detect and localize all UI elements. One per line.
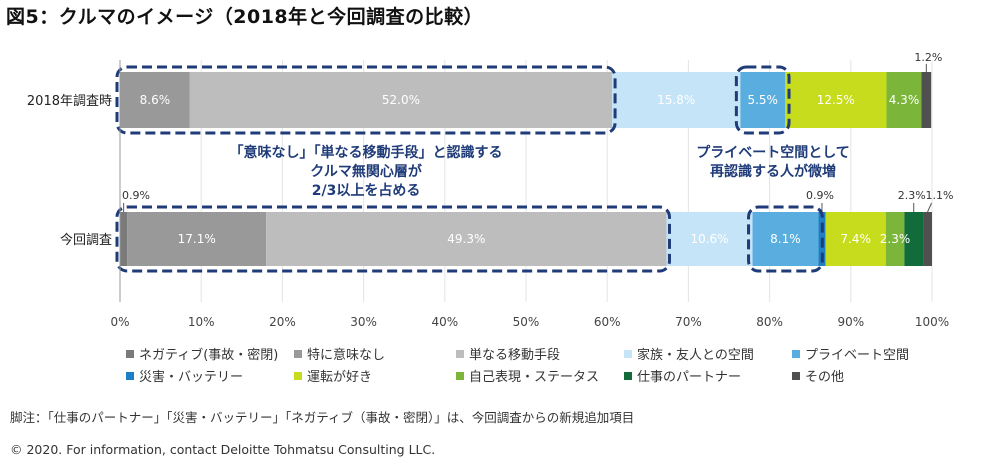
data-label: 2.3% <box>898 189 926 202</box>
highlight-box <box>734 65 791 135</box>
bar-segment <box>825 212 886 266</box>
copyright: © 2020. For information, contact Deloitt… <box>10 442 436 457</box>
legend-label: 自己表現・ステータス <box>469 370 600 385</box>
legend-swatch <box>456 350 464 358</box>
bar-segment <box>120 72 190 128</box>
annotation-text: 「意味なし」「単なる移動手段」と認識する <box>230 144 503 161</box>
legend-item: その他 <box>792 366 844 385</box>
legend-label: 特に意味なし <box>307 348 386 363</box>
x-tick-label: 0% <box>110 315 129 329</box>
x-tick-label: 60% <box>594 315 621 329</box>
legend-item: 単なる移動手段 <box>456 344 560 363</box>
legend-swatch <box>126 350 134 358</box>
legend-label: 運転が好き <box>307 370 373 385</box>
legend-label: プライベート空間 <box>805 348 910 363</box>
bar-segment <box>904 212 924 266</box>
highlight-box <box>115 205 671 273</box>
x-tick-label: 90% <box>837 315 864 329</box>
data-label: 0.9% <box>122 189 150 202</box>
legend-swatch <box>456 372 464 380</box>
data-label: 15.8% <box>657 93 695 107</box>
bar-segment <box>921 72 932 128</box>
legend-label: 災害・バッテリー <box>139 370 244 385</box>
data-label: 52.0% <box>382 93 420 107</box>
legend-label: ネガティブ(事故・密閉) <box>139 348 279 363</box>
x-tick-label: 10% <box>188 315 215 329</box>
bar-segment <box>266 212 667 266</box>
x-tick-label: 50% <box>513 315 540 329</box>
legend-item: 運転が好き <box>294 366 372 385</box>
data-label: 10.6% <box>690 232 728 246</box>
legend-label: その他 <box>805 370 845 385</box>
highlight-box <box>747 205 824 273</box>
data-label: 2.3% <box>880 232 911 246</box>
bar-segment <box>785 72 887 128</box>
annotation-text: クルマ無関心層が <box>310 163 423 180</box>
bar-segment <box>120 212 128 266</box>
footnote: 脚注：「仕事のパートナー」「災害・バッテリー」「ネガティブ（事故・密閉）」は、今… <box>10 410 635 425</box>
legend-item: ネガティブ(事故・密閉) <box>126 344 278 363</box>
bar-segment <box>127 212 267 266</box>
data-label: 1.2% <box>914 51 942 64</box>
stacked-bar-chart: 8.6% 52.0% 15.8% 5.5% 12.5% 4.3% 17.1% 49.3% 10.… <box>27 51 954 329</box>
legend-label: 家族・友人との空間 <box>637 348 754 363</box>
bar-segment <box>740 72 786 128</box>
legend-item: 仕事のパートナー <box>624 366 741 385</box>
data-label: 0.9% <box>806 189 834 202</box>
data-label: 12.5% <box>817 93 855 107</box>
annotation-text: 2/3以上を占める <box>312 182 421 199</box>
bar-segment <box>885 212 905 266</box>
bar-segment <box>666 212 753 266</box>
bar-segment <box>923 212 932 266</box>
x-tick-label: 30% <box>350 315 377 329</box>
annotation-text: 再認識する人が微増 <box>710 163 836 180</box>
x-tick-label: 20% <box>269 315 296 329</box>
legend-swatch <box>294 350 302 358</box>
bar-segment <box>612 72 741 128</box>
legend-swatch <box>126 372 134 380</box>
legend-swatch <box>624 350 632 358</box>
data-label: 17.1% <box>178 232 216 246</box>
legend-label: 仕事のパートナー <box>637 370 742 385</box>
data-label: 7.4% <box>840 232 871 246</box>
legend-swatch <box>792 372 800 380</box>
legend-swatch <box>792 350 800 358</box>
data-label: 8.1% <box>770 232 801 246</box>
chart-title: 図5：クルマのイメージ（2018年と今回調査の比較） <box>6 6 484 28</box>
x-tick-label: 80% <box>756 315 783 329</box>
data-label: 49.3% <box>447 232 485 246</box>
annotation-text: プライベート空間として <box>696 144 850 161</box>
bar-segment <box>189 72 613 128</box>
data-label: 8.6% <box>140 93 171 107</box>
data-label: 5.5% <box>747 93 778 107</box>
legend-item: 災害・バッテリー <box>126 366 243 385</box>
legend-swatch <box>624 372 632 380</box>
x-tick-label: 70% <box>675 315 702 329</box>
legend-item: プライベート空間 <box>792 344 909 363</box>
x-tick-label: 40% <box>431 315 458 329</box>
highlight-box <box>115 65 617 135</box>
data-label: 4.3% <box>889 93 920 107</box>
bar-segment <box>752 212 819 266</box>
legend-item: 自己表現・ステータス <box>456 366 599 385</box>
legend-swatch <box>294 372 302 380</box>
category-label: 今回調査 <box>60 232 112 248</box>
legend-item: 家族・友人との空間 <box>624 344 754 363</box>
bar-segment <box>886 72 922 128</box>
data-label: 1.1% <box>926 189 954 202</box>
leader-line <box>927 202 932 213</box>
category-label: 2018年調査時 <box>27 94 112 109</box>
legend-item: 特に意味なし <box>294 344 385 363</box>
x-tick-label: 100% <box>915 315 949 329</box>
legend-label: 単なる移動手段 <box>469 348 561 363</box>
